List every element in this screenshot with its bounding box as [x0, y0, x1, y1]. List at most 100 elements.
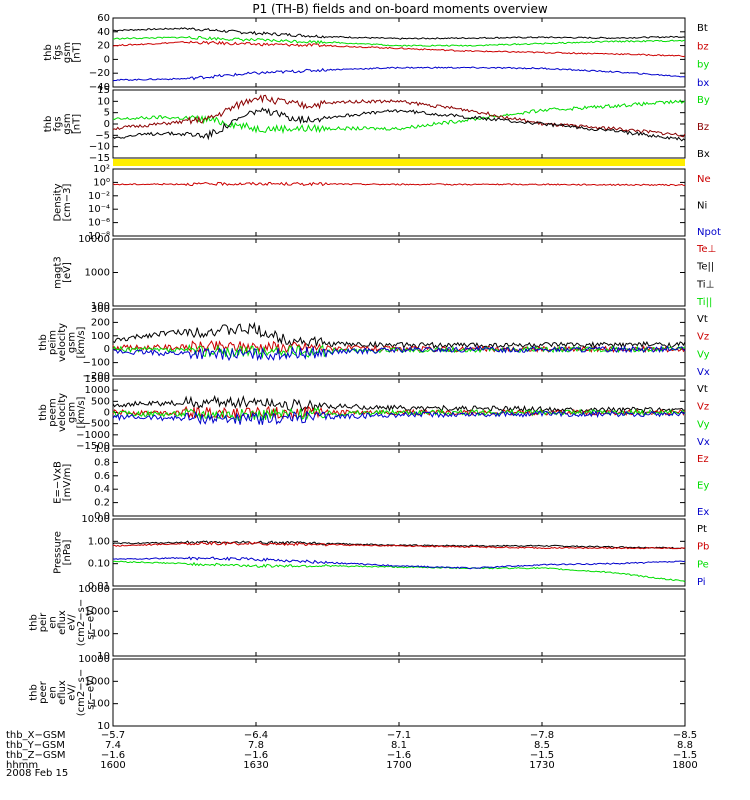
- y-axis-label-line: thb: [29, 614, 40, 631]
- series-line-Ne: [112, 181, 686, 187]
- x-row-value: −7.1: [387, 730, 411, 741]
- y-tick-label: 1000: [85, 676, 110, 687]
- y-tick-label: 0.8: [94, 457, 110, 468]
- y-tick-label: 10: [97, 721, 110, 732]
- y-tick-label: 0: [104, 344, 110, 355]
- y-axis-label: Pressure[nPa]: [52, 531, 73, 574]
- panel-p10: 10000100010010thbpeerenefluxeV/(cm2−s−sr…: [29, 654, 686, 732]
- x-row-value: 1800: [672, 760, 697, 771]
- y-axis-label-line: [nPa]: [62, 539, 73, 565]
- y-tick-label: 0.2: [94, 498, 110, 509]
- y-tick-label: 10⁻⁸: [88, 231, 110, 242]
- legend-Ne: Ne: [697, 174, 711, 185]
- y-axis-label: magt3[eV]: [52, 256, 73, 289]
- y-axis-label-line: (cm2−s−: [76, 669, 87, 716]
- y-tick-label: 200: [91, 317, 110, 328]
- legend-Pi: Pi: [697, 577, 706, 588]
- legend-Vx: Vx: [697, 367, 710, 378]
- y-tick-label: 20: [97, 41, 110, 52]
- y-axis-label-line: peer: [38, 680, 49, 704]
- series-line-Pe: [112, 560, 686, 583]
- y-tick-label: 0: [104, 119, 110, 130]
- y-tick-label: 100: [91, 699, 110, 710]
- y-axis-label-line: peim: [48, 330, 59, 355]
- series-line-bx: [112, 66, 686, 82]
- x-row-label: hhmm: [6, 760, 38, 771]
- y-tick-label: 0.0: [94, 511, 110, 522]
- panel-frame: [112, 89, 686, 159]
- y-axis-label: E=−VxB[mV/m]: [52, 461, 73, 504]
- y-axis-label-line: eflux: [57, 610, 68, 635]
- legend-By: By: [697, 95, 710, 106]
- legend-Bx: Bx: [697, 149, 710, 160]
- y-axis-label-line: [nT]: [71, 114, 82, 134]
- series-line-Bt: [112, 27, 686, 40]
- y-tick-label: 10⁻⁶: [88, 218, 110, 229]
- y-tick-label: 1000: [85, 385, 110, 396]
- series-line-Vx: [112, 344, 686, 362]
- x-row-value: −6.4: [244, 730, 268, 741]
- x-row-value: 1730: [529, 760, 554, 771]
- legend-Vt: Vt: [697, 384, 708, 395]
- y-tick-label: 1000: [85, 268, 110, 279]
- x-row-label: thb_X−GSM: [6, 730, 66, 741]
- y-tick-label: 60: [97, 13, 110, 24]
- y-axis-label-line: Density: [52, 183, 63, 221]
- y-axis-label-line: eflux: [57, 680, 68, 705]
- legend-Pt: Pt: [697, 524, 707, 535]
- y-tick-label: 10⁻²: [88, 191, 110, 202]
- legend-bx: bx: [697, 78, 709, 89]
- y-tick-label: −200: [83, 371, 110, 382]
- legend-Pb: Pb: [697, 542, 709, 553]
- y-tick-label: 10⁰: [93, 177, 110, 188]
- legend-Ex: Ex: [697, 507, 709, 518]
- x-row-value: 1600: [100, 760, 125, 771]
- x-row-value: −1.5: [673, 750, 697, 761]
- legend-Vz: Vz: [697, 402, 709, 413]
- y-tick-label: 10000: [78, 234, 110, 245]
- x-row-value: −5.7: [101, 730, 125, 741]
- y-tick-label: 500: [91, 396, 110, 407]
- y-tick-label: 0.10: [88, 559, 110, 570]
- legend-Vz: Vz: [697, 332, 709, 343]
- x-row-value: −8.5: [673, 730, 697, 741]
- y-tick-label: 100: [91, 331, 110, 342]
- y-tick-label: 10000: [78, 584, 110, 595]
- panel-frame: [112, 238, 686, 307]
- panel-p7: 1.0 0.8 0.6 0.4 0.2 0.0 E=−VxB[mV/m] Ez Ey Ex: [52, 444, 709, 522]
- y-axis-label: Density[cm−3]: [52, 183, 73, 221]
- y-tick-label: −15: [89, 153, 110, 164]
- y-axis-label-line: velocity: [57, 323, 68, 362]
- legend-bz: bz: [697, 41, 709, 52]
- x-row-value: 1630: [243, 760, 268, 771]
- x-axis-labels: thb_X−GSM −5.7 −6.4 −7.1 −7.8 −8.5 thb_Y−GSM 7.…: [6, 730, 698, 771]
- y-tick-label: 10⁻⁴: [88, 204, 110, 215]
- legend-Pe: Pe: [697, 559, 709, 570]
- x-row-label: thb_Z−GSM: [6, 750, 66, 761]
- x-row-value: 7.8: [248, 740, 264, 751]
- series-line-Bx: [112, 107, 686, 142]
- legend-Vt: Vt: [697, 314, 708, 325]
- y-axis-label-line: [eV]: [62, 262, 73, 283]
- x-row-label: thb_Y−GSM: [6, 740, 65, 751]
- series-line-Vx: [112, 410, 686, 426]
- y-axis-label-line: [km/s]: [76, 326, 87, 358]
- legend-Vy: Vy: [697, 419, 710, 430]
- y-axis-label-line: en: [48, 616, 59, 629]
- y-axis-label-line: eV/: [67, 684, 78, 701]
- y-axis-label-line: Pressure: [52, 531, 63, 574]
- panels: 6040200−20−40thbfgsgsm[nT]Btbzbybx151050…: [29, 13, 721, 732]
- panel-frame: [112, 658, 686, 727]
- panel-frame: [112, 518, 686, 587]
- y-tick-label: 0.6: [94, 471, 110, 482]
- y-axis-label-line: [nT]: [71, 42, 82, 62]
- quality-flag-bar: [113, 159, 685, 166]
- y-axis-label-line: thb: [43, 44, 54, 61]
